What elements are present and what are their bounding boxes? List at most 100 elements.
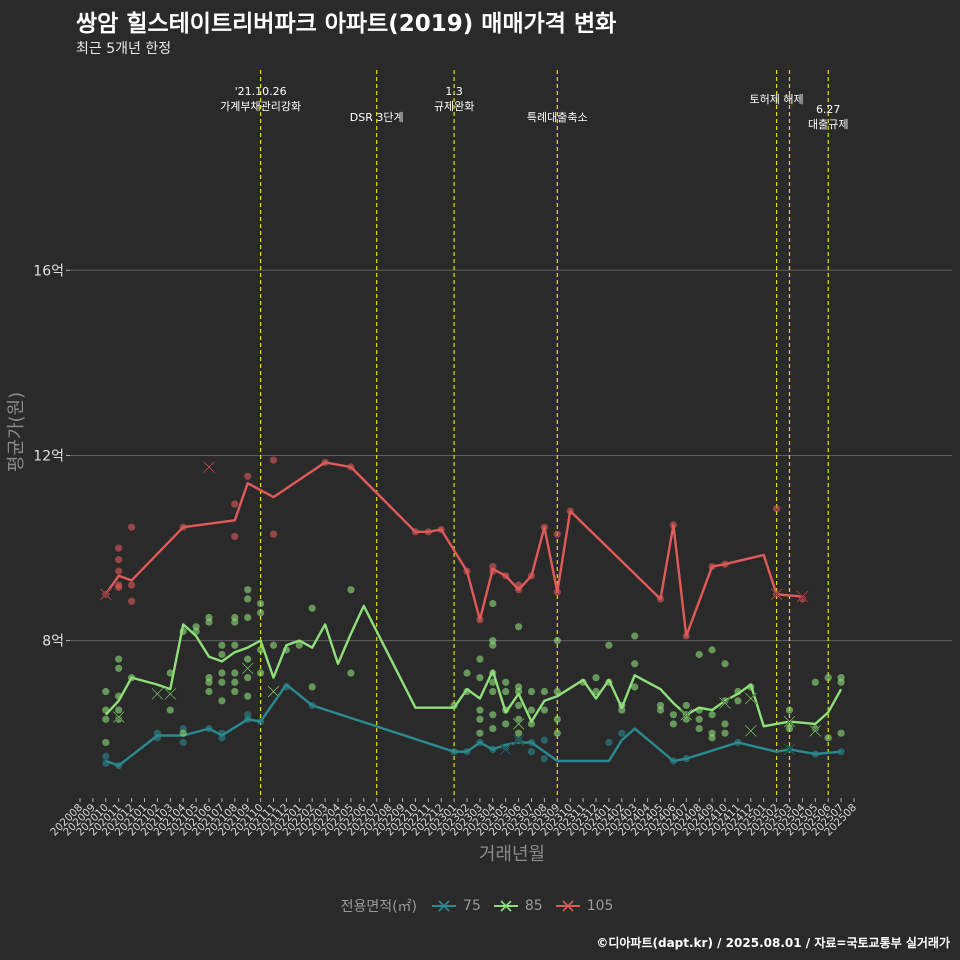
data-point-85 [476, 706, 484, 714]
data-point-105 [269, 530, 278, 538]
data-cross-inner-85 [680, 708, 693, 721]
data-point-105 [798, 595, 807, 603]
data-point-85 [244, 613, 252, 622]
data-point-75 [837, 748, 845, 756]
data-point-85 [695, 715, 703, 723]
data-cross-inner-85 [164, 688, 177, 700]
data-cross-inner-85 [512, 718, 525, 730]
data-point-105 [128, 597, 136, 605]
data-point-85 [721, 697, 729, 705]
data-point-85 [837, 729, 845, 737]
data-point-105 [669, 521, 678, 529]
data-point-85 [179, 627, 187, 635]
data-point-85 [734, 687, 742, 696]
data-point-85 [476, 729, 484, 737]
data-point-105 [437, 525, 445, 534]
chart-title: 쌍암 힐스테이트리버파크 아파트(2019) 매매가격 변화 [76, 11, 617, 37]
data-point-85 [244, 586, 252, 594]
data-point-75 [463, 748, 471, 756]
y-tick-label: 12억 [33, 448, 64, 464]
data-point-85 [102, 715, 110, 723]
data-point-85 [708, 734, 716, 742]
data-point-85 [269, 641, 278, 649]
data-point-85 [218, 669, 226, 677]
data-point-105 [115, 544, 123, 552]
legend-key-85-icon [493, 900, 518, 912]
data-point-85 [824, 674, 832, 682]
data-point-85 [527, 687, 536, 696]
data-point-85 [489, 711, 497, 719]
data-point-85 [476, 715, 484, 723]
data-point-105 [231, 500, 239, 508]
data-point-85 [489, 678, 497, 686]
data-point-85 [489, 724, 497, 733]
data-point-85 [708, 711, 716, 719]
data-point-85 [102, 706, 110, 714]
data-point-105 [553, 588, 561, 596]
series-line-85 [104, 604, 843, 728]
data-point-85 [734, 697, 742, 705]
data-point-85 [785, 724, 794, 733]
data-point-105 [708, 562, 716, 571]
series-line-75 [105, 683, 842, 767]
data-point-85 [540, 687, 549, 696]
data-point-105 [553, 530, 561, 538]
data-point-105 [244, 472, 252, 480]
data-point-85 [476, 655, 484, 663]
legend-label-105: 105 [586, 898, 614, 914]
legend-label-85: 85 [524, 898, 543, 914]
data-point-85 [476, 674, 484, 682]
data-point-85 [553, 715, 561, 723]
legend-item-85: 85 [493, 898, 543, 914]
data-point-105 [128, 523, 136, 531]
event-label-line: 토허제 해제 [750, 92, 804, 106]
data-point-85 [721, 660, 729, 668]
data-point-105 [179, 523, 187, 531]
data-point-105 [115, 567, 123, 575]
data-point-75 [179, 738, 187, 747]
event-label-line: 특례대출축소 [527, 111, 588, 124]
data-point-75 [257, 718, 265, 726]
data-point-85 [205, 618, 213, 626]
data-point-105 [321, 458, 329, 467]
data-point-105 [347, 463, 355, 471]
data-point-85 [166, 669, 174, 677]
data-point-85 [244, 674, 252, 682]
data-point-105 [515, 581, 523, 589]
data-point-105 [115, 556, 123, 564]
data-point-85 [166, 706, 174, 714]
x-axis-label: 거래년월 [479, 844, 545, 865]
data-point-75 [205, 724, 213, 733]
data-point-85 [115, 664, 123, 672]
legend-label-75: 75 [463, 898, 481, 914]
data-point-75 [102, 759, 110, 767]
data-point-85 [605, 641, 613, 649]
data-point-85 [282, 646, 290, 654]
data-point-85 [205, 687, 213, 696]
data-point-85 [592, 674, 600, 682]
data-point-85 [192, 627, 200, 635]
data-point-105 [128, 581, 136, 589]
data-point-105 [269, 456, 278, 464]
data-point-75 [669, 757, 678, 765]
legend-item-105: 105 [555, 898, 614, 914]
data-point-85 [347, 669, 355, 677]
data-point-85 [257, 669, 265, 677]
data-point-85 [811, 678, 819, 686]
event-label: '21.10.26 가계부채관리강화 [220, 85, 301, 113]
data-point-85 [579, 678, 587, 686]
data-point-85 [785, 706, 794, 714]
data-point-75 [244, 711, 252, 719]
data-cross-inner-85 [783, 715, 796, 728]
data-point-105 [540, 523, 549, 531]
data-point-75 [527, 738, 536, 747]
data-cross-inner-75 [512, 734, 525, 746]
data-point-85 [811, 724, 819, 733]
grid-layer [70, 269, 952, 642]
data-point-85 [231, 669, 239, 677]
data-point-75 [618, 729, 626, 737]
data-point-75 [811, 750, 819, 758]
data-point-105 [527, 572, 536, 580]
data-point-85 [218, 641, 226, 649]
data-point-layer [99, 456, 845, 770]
